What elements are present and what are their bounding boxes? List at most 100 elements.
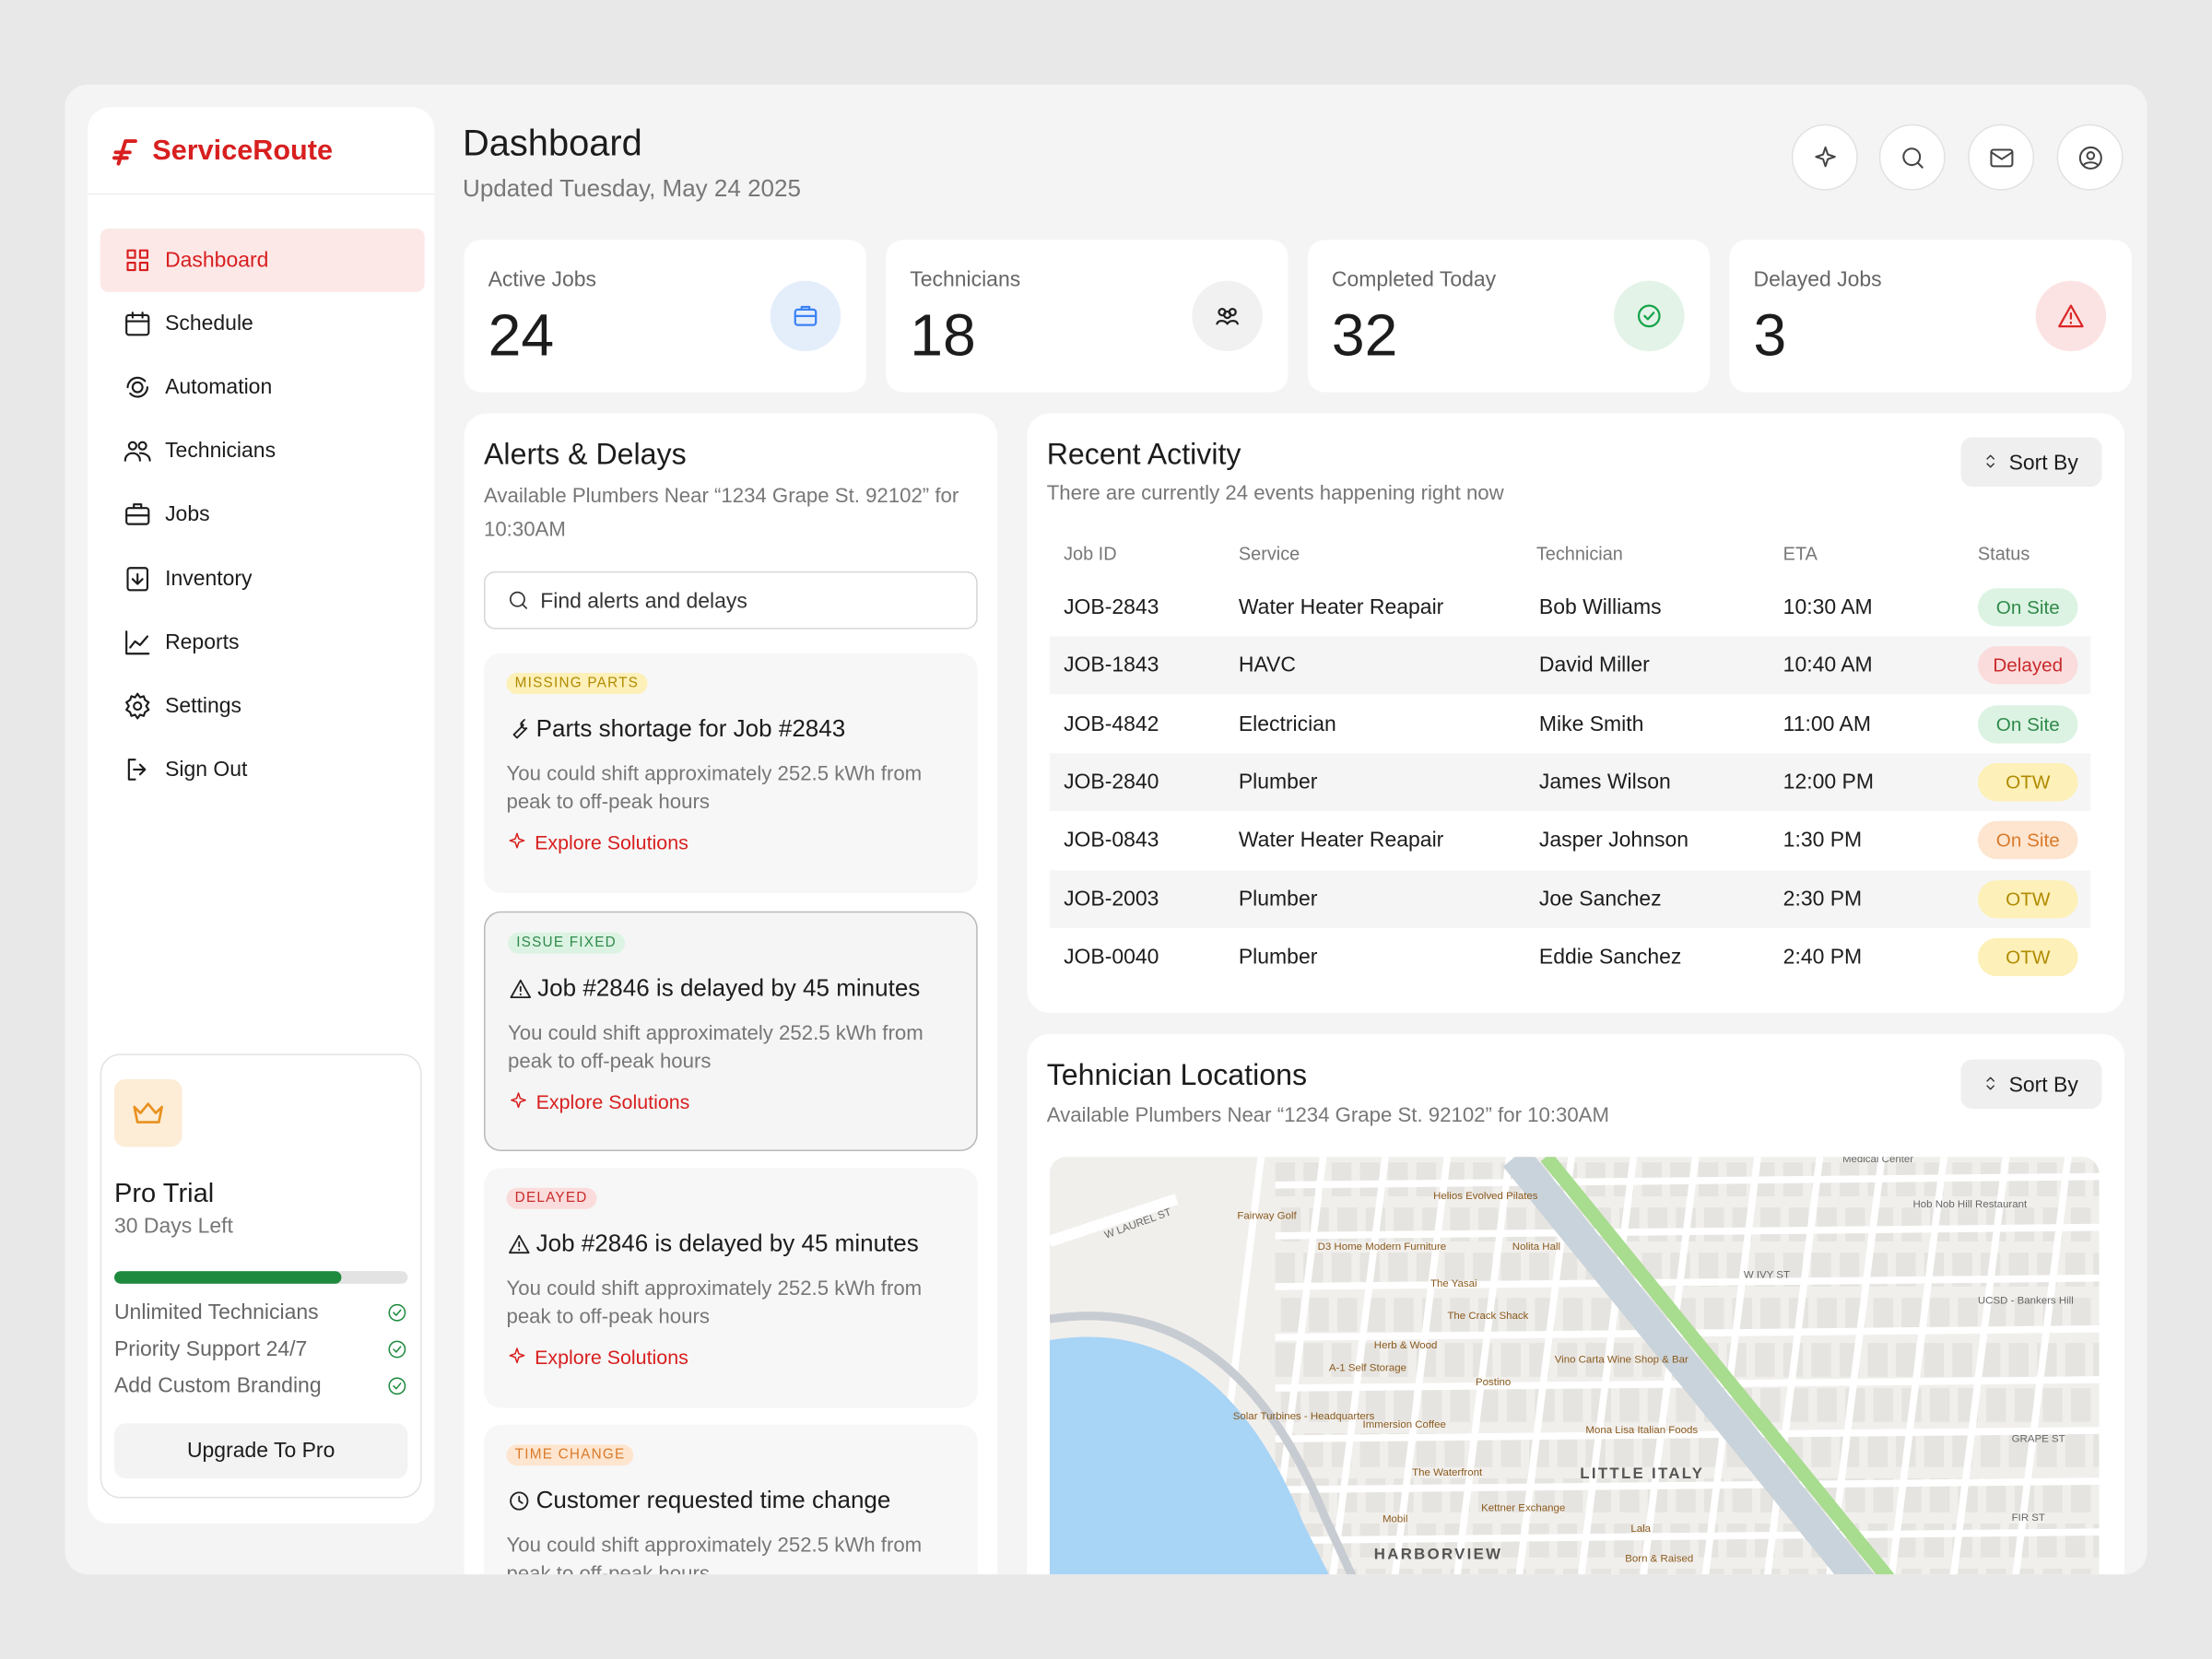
locations-subtitle: Available Plumbers Near “1234 Grape St. … bbox=[1046, 1104, 1609, 1127]
map-block bbox=[1901, 1569, 1922, 1575]
brand-name: ServiceRoute bbox=[152, 135, 333, 167]
icon-svg bbox=[1815, 146, 1836, 168]
map-block bbox=[1924, 1343, 1945, 1377]
map-block bbox=[1388, 1343, 1408, 1377]
map-block bbox=[1529, 1253, 1549, 1287]
nav-item[interactable]: Technicians bbox=[100, 419, 425, 483]
activity-panel: Recent Activity There are currently 24 ev… bbox=[1027, 413, 2125, 1013]
explore-link[interactable]: Explore Solutions bbox=[535, 1346, 688, 1369]
map-label: The Yasai bbox=[1430, 1278, 1477, 1289]
map-block bbox=[2014, 1569, 2035, 1575]
nav-item[interactable]: Reports bbox=[100, 610, 425, 674]
icon-button[interactable] bbox=[1968, 124, 2035, 191]
trial-icon bbox=[113, 1078, 182, 1147]
status-pill: On Site bbox=[1977, 821, 2078, 860]
map-street bbox=[1275, 1223, 2100, 1240]
map-block bbox=[1365, 1569, 1386, 1575]
map-block bbox=[2014, 1388, 2035, 1422]
map-block bbox=[1703, 1569, 1724, 1575]
icon-button[interactable] bbox=[2056, 124, 2124, 191]
nav-item[interactable]: Inventory bbox=[100, 547, 425, 610]
icon-svg bbox=[126, 249, 149, 272]
explore-link[interactable]: Explore Solutions bbox=[535, 830, 688, 854]
icon-svg bbox=[1990, 148, 2014, 168]
icon-button[interactable] bbox=[1878, 124, 1946, 191]
nav-item[interactable]: Sign Out bbox=[100, 737, 425, 801]
map-block bbox=[1929, 1569, 1950, 1575]
map-block bbox=[2070, 1569, 2091, 1575]
icon bbox=[1899, 144, 1927, 172]
icon-svg bbox=[2078, 146, 2102, 170]
icon bbox=[506, 717, 532, 743]
map-block bbox=[1506, 1388, 1527, 1422]
nav-item[interactable]: Automation bbox=[100, 356, 425, 419]
page-title: Dashboard bbox=[463, 121, 642, 164]
table-cell: Electrician bbox=[1238, 712, 1336, 736]
map-block bbox=[1958, 1298, 1978, 1332]
map-label: Kettner Exchange bbox=[1481, 1502, 1565, 1513]
explore-link[interactable]: Explore Solutions bbox=[535, 1090, 690, 1113]
nav-item[interactable]: Schedule bbox=[100, 292, 425, 356]
map-block bbox=[1676, 1569, 1696, 1575]
map-water bbox=[1049, 1336, 1329, 1575]
map-block bbox=[2093, 1433, 2100, 1467]
icon bbox=[123, 691, 152, 721]
table-cell: Water Heater Reapair bbox=[1238, 828, 1444, 853]
status-pill: Delayed bbox=[1977, 646, 2078, 685]
table-cell: 10:30 AM bbox=[1783, 594, 1873, 619]
map-street bbox=[1275, 1427, 2100, 1443]
map-block bbox=[2014, 1298, 2035, 1332]
icon-svg bbox=[1637, 304, 1661, 328]
icon bbox=[2077, 144, 2105, 172]
alert-body: You could shift approximately 252.5 kWh … bbox=[508, 1022, 924, 1074]
map-label: W IVY ST bbox=[1744, 1270, 1790, 1281]
map-block bbox=[1760, 1388, 1781, 1422]
map-block bbox=[1896, 1343, 1916, 1377]
map-label: GRAPE ST bbox=[2012, 1433, 2065, 1444]
map-block bbox=[1703, 1298, 1724, 1332]
trial-card: Pro Trial 30 Days Left Unlimited Technicia… bbox=[100, 1053, 422, 1499]
map-block bbox=[1755, 1343, 1775, 1377]
map-block bbox=[1614, 1343, 1634, 1377]
stat-label: Active Jobs bbox=[488, 267, 596, 292]
map-block bbox=[1591, 1569, 1611, 1575]
search-box[interactable]: Find alerts and delays bbox=[483, 571, 978, 629]
map-block bbox=[2037, 1524, 2057, 1558]
map-block bbox=[1924, 1433, 1945, 1467]
nav-label: Technicians bbox=[165, 439, 276, 464]
map-block bbox=[1788, 1388, 1809, 1422]
locations-title: Tehnician Locations bbox=[1046, 1059, 1308, 1092]
stat-label: Completed Today bbox=[1331, 267, 1497, 292]
sort-button[interactable]: Sort By bbox=[1960, 1059, 2102, 1110]
column-header: Job ID bbox=[1064, 543, 1117, 565]
column-header: ETA bbox=[1783, 543, 1818, 565]
table-cell: 2:30 PM bbox=[1783, 886, 1863, 912]
map-rail bbox=[1049, 1312, 1357, 1575]
map-label: The Waterfront bbox=[1412, 1467, 1483, 1478]
map-label: Nolita Hall bbox=[1512, 1241, 1560, 1253]
nav-item[interactable]: Jobs bbox=[100, 483, 425, 547]
map-block bbox=[1444, 1343, 1465, 1377]
map-block bbox=[1500, 1433, 1521, 1467]
nav-item[interactable]: Settings bbox=[100, 674, 425, 737]
map-label: Helios Evolved Pilates bbox=[1433, 1191, 1538, 1202]
map-label: A-1 Self Storage bbox=[1329, 1363, 1406, 1374]
stat-icon bbox=[2035, 280, 2107, 352]
upgrade-button[interactable]: Upgrade To Pro bbox=[113, 1423, 408, 1479]
icon bbox=[508, 1090, 529, 1112]
icon-svg bbox=[1986, 1077, 1994, 1090]
table-cell: 11:00 AM bbox=[1783, 712, 1871, 736]
map-block bbox=[1760, 1298, 1781, 1332]
icon-button[interactable] bbox=[1791, 124, 1858, 191]
map-block bbox=[2042, 1388, 2063, 1422]
map-block bbox=[1980, 1433, 2001, 1467]
sort-button[interactable]: Sort By bbox=[1960, 437, 2102, 488]
icon-svg bbox=[125, 503, 150, 526]
sort-label: Sort By bbox=[2008, 451, 2078, 476]
nav-label: Dashboard bbox=[165, 248, 269, 273]
map-label: Mobil bbox=[1382, 1514, 1407, 1525]
status-pill: OTW bbox=[1977, 762, 2078, 802]
icon bbox=[1633, 300, 1665, 332]
map-block bbox=[1365, 1388, 1386, 1422]
nav-item[interactable]: Dashboard bbox=[100, 228, 425, 292]
